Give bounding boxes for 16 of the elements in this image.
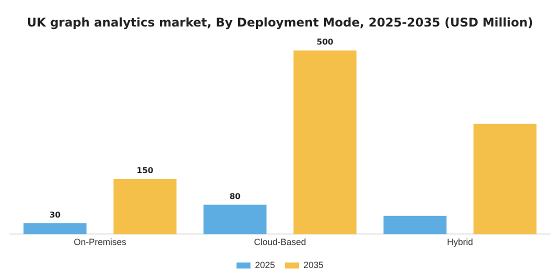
x-tick-label: Hybrid [446, 237, 474, 248]
chart-title: UK graph analytics market, By Deployment Mode, 2025-2035 (USD Million) [26, 15, 534, 30]
x-tick-label: Cloud-Based [254, 237, 306, 248]
bar [114, 179, 176, 234]
legend-label: 2035 [304, 260, 324, 270]
data-label: 80 [229, 192, 241, 201]
bar [384, 216, 446, 234]
bar [24, 223, 86, 234]
bar [474, 124, 536, 234]
bar [204, 204, 266, 234]
x-tick-label: On-Premises [74, 237, 127, 248]
legend-label: 2025 [254, 260, 276, 270]
data-label: 500 [316, 37, 334, 46]
data-label: 150 [136, 166, 154, 176]
data-label: 30 [49, 210, 61, 220]
bar [294, 50, 356, 234]
